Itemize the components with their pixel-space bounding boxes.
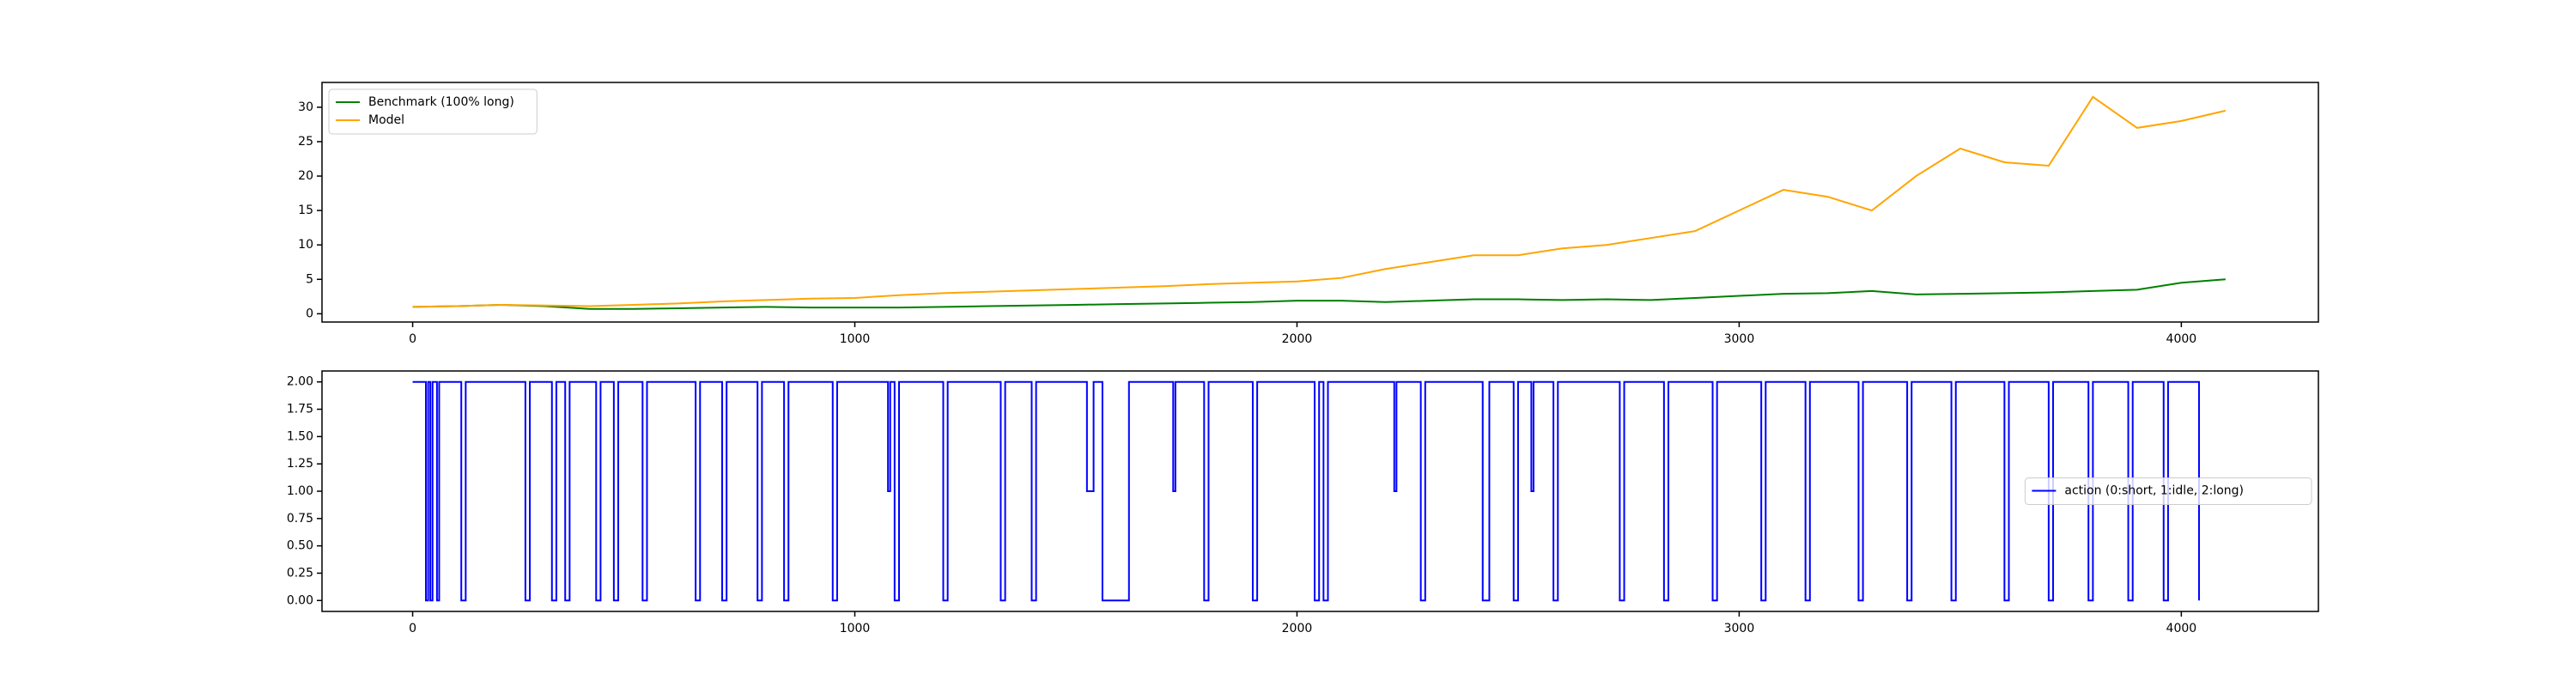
series-line [412, 278, 2226, 310]
series-line [412, 95, 2227, 308]
x-tick-label: 2000 [1282, 332, 1313, 346]
y-tick-label: 5 [306, 272, 313, 286]
y-tick-label: 0.75 [287, 512, 313, 526]
legend-label: action (0:short, 1:idle, 2:long) [2064, 484, 2244, 498]
x-tick-label: 3000 [1724, 332, 1755, 346]
y-tick-label: 0.00 [287, 593, 313, 607]
y-tick-label: 1.75 [287, 403, 313, 416]
y-tick-label: 0.50 [287, 539, 313, 553]
legend-frame [328, 88, 538, 135]
y-tick-label: 20 [298, 169, 313, 183]
x-tick-label: 4000 [2166, 332, 2197, 346]
y-tick-label: 15 [298, 204, 313, 217]
y-tick-label: 2.00 [287, 375, 313, 389]
x-tick-label: 2000 [1282, 622, 1313, 635]
y-tick-label: 25 [298, 135, 313, 149]
legend-label: Model [368, 113, 404, 127]
legend-frame [2024, 477, 2312, 505]
y-tick-label: 0 [306, 307, 313, 320]
y-tick-label: 10 [298, 238, 313, 252]
x-tick-label: 4000 [2166, 622, 2197, 635]
legend: action (0:short, 1:idle, 2:long) [2024, 477, 2312, 505]
x-tick-label: 1000 [840, 622, 871, 635]
axes-frame [321, 370, 2319, 612]
x-tick-label: 1000 [840, 332, 871, 346]
x-tick-label: 0 [409, 332, 416, 346]
series-line [412, 380, 2200, 602]
axes-frame [321, 82, 2319, 323]
x-tick-label: 3000 [1724, 622, 1755, 635]
y-tick-label: 1.25 [287, 457, 313, 471]
legend: Benchmark (100% long) Model [328, 88, 538, 135]
y-tick-label: 1.00 [287, 484, 313, 498]
y-tick-label: 0.25 [287, 566, 313, 580]
y-tick-label: 30 [298, 100, 313, 114]
legend-label: Benchmark (100% long) [368, 95, 514, 109]
x-tick-label: 0 [409, 622, 416, 635]
y-tick-label: 1.50 [287, 429, 313, 443]
